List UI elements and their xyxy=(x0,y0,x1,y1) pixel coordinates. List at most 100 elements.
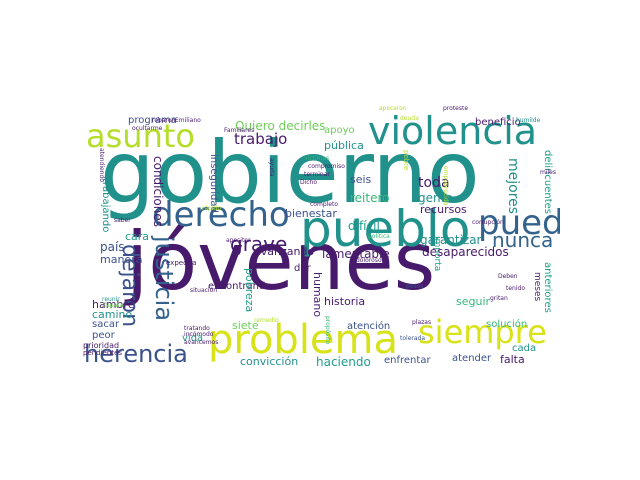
cloud-word: siempre xyxy=(418,313,547,351)
cloud-word: Quiero decirles xyxy=(235,119,326,133)
cloud-word: lamentable xyxy=(322,247,390,261)
cloud-word: miles xyxy=(540,169,556,176)
cloud-word: justicia xyxy=(150,236,178,322)
cloud-word: delincuentes xyxy=(542,150,553,215)
cloud-word: violencia xyxy=(368,109,538,153)
cloud-word: trabajo xyxy=(234,130,288,148)
cloud-word: apoyo xyxy=(324,125,355,136)
cloud-word: humano xyxy=(311,272,324,318)
cloud-word: atendiendo xyxy=(98,148,105,182)
cloud-word: rápido xyxy=(202,205,222,212)
cloud-word: gobierno xyxy=(100,123,480,223)
cloud-word: plazas xyxy=(412,319,432,326)
cloud-word: pobreza xyxy=(243,268,256,313)
cloud-word: pueblo xyxy=(300,200,471,258)
cloud-word: mejores xyxy=(505,158,521,215)
cloud-word: herencia xyxy=(84,340,188,368)
cloud-word: problema xyxy=(208,317,399,363)
cloud-word: tolerada xyxy=(400,335,426,342)
cloud-word: víctimas xyxy=(304,155,330,162)
cloud-word: anteriores xyxy=(542,262,553,313)
cloud-word: pobre xyxy=(402,150,410,171)
cloud-word: situación xyxy=(190,287,218,294)
cloud-word: pública xyxy=(324,139,364,152)
cloud-word: desaparecidos xyxy=(422,245,509,259)
cloud-word: trabajando xyxy=(100,178,111,233)
cloud-word: Dicho xyxy=(300,179,318,186)
cloud-word: encontrando xyxy=(208,281,272,292)
cloud-word: hambre xyxy=(92,298,135,311)
cloud-word: avancemos xyxy=(184,339,219,346)
cloud-word: atender xyxy=(452,353,492,364)
cloud-word: saber xyxy=(114,217,131,224)
cloud-word: ocultarme xyxy=(132,125,163,132)
cloud-word: Emiliano xyxy=(175,117,201,124)
cloud-word: empobrecido xyxy=(442,166,449,206)
cloud-word: avanzando xyxy=(254,245,315,258)
cloud-word: difícil xyxy=(348,219,380,233)
cloud-word: tratando xyxy=(184,325,210,332)
cloud-word: enfrentar xyxy=(384,355,431,366)
cloud-word: gente xyxy=(418,191,453,205)
cloud-word: apositor xyxy=(226,237,251,244)
cloud-word: seis xyxy=(350,173,372,186)
cloud-word: peor xyxy=(92,330,115,341)
cloud-word: programa xyxy=(128,115,177,126)
cloud-word: propósito xyxy=(324,316,331,345)
cloud-word: corrupción xyxy=(472,219,504,226)
cloud-word: Familiares xyxy=(224,127,255,134)
cloud-word: camino xyxy=(92,308,133,321)
cloud-word: remedio xyxy=(254,317,279,324)
cloud-word: bienestar xyxy=(285,207,337,220)
cloud-word: meses xyxy=(532,272,542,302)
cloud-word: historia xyxy=(324,295,366,308)
cloud-word: falta xyxy=(500,353,525,366)
cloud-word: toda xyxy=(418,175,450,191)
cloud-word: solución xyxy=(486,319,528,330)
cloud-word: siete xyxy=(232,319,259,332)
cloud-word: aplicaron xyxy=(379,106,407,112)
cloud-word: nunca xyxy=(492,228,554,252)
cloud-word: asunto xyxy=(86,117,195,155)
cloud-word: pesos xyxy=(406,283,424,290)
cloud-word: puedo xyxy=(478,203,560,243)
cloud-word: doloroso xyxy=(356,257,382,264)
cloud-word: derecho xyxy=(152,195,290,235)
cloud-word: cara xyxy=(125,230,150,243)
cloud-word: expedita xyxy=(166,259,197,267)
cloud-word: convicción xyxy=(240,355,299,368)
cloud-word: robaron xyxy=(152,117,176,124)
cloud-word: manera xyxy=(100,253,143,266)
cloud-word: garantizar xyxy=(420,233,482,247)
word-cloud: gobierno jóvenes pueblo problema violencia de… xyxy=(80,106,560,373)
cloud-word: país xyxy=(100,240,125,254)
cloud-word: deuda xyxy=(400,115,419,122)
cloud-word: Zapata xyxy=(102,302,124,309)
cloud-word: condiciones xyxy=(151,156,165,228)
cloud-word: reunir xyxy=(102,296,120,303)
cloud-word: tenido xyxy=(506,285,525,292)
cloud-word: grave xyxy=(230,232,288,256)
cloud-word: cada xyxy=(512,343,537,354)
cloud-word: política xyxy=(368,233,390,240)
cloud-word: humilde xyxy=(516,117,541,124)
cloud-word: Deben xyxy=(498,273,518,280)
cloud-word: vida xyxy=(182,333,204,344)
cloud-word: compromiso xyxy=(308,163,345,170)
cloud-word: ayuda xyxy=(268,158,275,177)
cloud-word: atención xyxy=(347,321,391,332)
cloud-word: pendientes xyxy=(83,349,123,357)
cloud-word: gritan xyxy=(490,295,508,302)
cloud-word: dar xyxy=(294,263,311,274)
cloud-word: haciendo xyxy=(316,355,371,369)
cloud-word: protesté xyxy=(443,106,469,112)
cloud-word: jóvenes xyxy=(126,215,436,308)
cloud-word: completo xyxy=(310,201,339,208)
cloud-word: sacar xyxy=(92,319,120,330)
cloud-word: seguir xyxy=(456,295,491,308)
cloud-word: reitero xyxy=(350,191,390,205)
cloud-word: beneficio xyxy=(475,117,521,128)
cloud-word: importa xyxy=(432,236,442,272)
cloud-word: prioridad xyxy=(83,341,120,350)
cloud-word: incómodo xyxy=(184,331,214,338)
